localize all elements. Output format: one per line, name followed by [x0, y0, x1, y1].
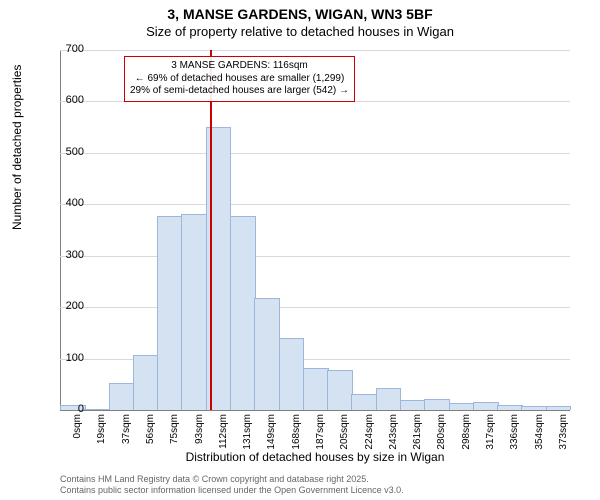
annotation-box: 3 MANSE GARDENS: 116sqm← 69% of detached…: [124, 56, 355, 102]
footer-line2: Contains public sector information licen…: [60, 485, 404, 496]
histogram-bar: [157, 216, 183, 410]
annotation-line: ← 69% of detached houses are smaller (1,…: [130, 73, 349, 86]
reference-line: [210, 50, 212, 410]
x-tick-label: 75sqm: [169, 414, 180, 454]
gridline: [60, 307, 570, 308]
histogram-bar: [303, 368, 329, 410]
chart-title-subtitle: Size of property relative to detached ho…: [0, 24, 600, 39]
y-tick-label: 400: [44, 197, 84, 209]
x-tick-label: 280sqm: [436, 414, 447, 454]
gridline: [60, 50, 570, 51]
y-tick-label: 700: [44, 43, 84, 55]
histogram-bar: [181, 214, 207, 410]
x-tick-label: 19sqm: [96, 414, 107, 454]
x-tick-label: 224sqm: [364, 414, 375, 454]
histogram-bar: [230, 216, 256, 410]
x-tick-label: 373sqm: [558, 414, 569, 454]
x-axis-line: [60, 410, 570, 411]
histogram-bar: [449, 403, 475, 410]
y-tick-label: 200: [44, 300, 84, 312]
x-tick-label: 243sqm: [388, 414, 399, 454]
gridline: [60, 204, 570, 205]
annotation-line: 29% of semi-detached houses are larger (…: [130, 85, 349, 98]
x-tick-label: 149sqm: [266, 414, 277, 454]
histogram-bar: [400, 400, 426, 410]
histogram-bar: [351, 394, 377, 410]
histogram-plot: 3 MANSE GARDENS: 116sqm← 69% of detached…: [60, 50, 570, 410]
histogram-bar: [497, 405, 523, 410]
x-tick-label: 205sqm: [339, 414, 350, 454]
histogram-bar: [109, 383, 135, 410]
y-tick-label: 100: [44, 352, 84, 364]
histogram-bar: [327, 370, 353, 410]
x-tick-label: 112sqm: [218, 414, 229, 454]
y-axis-label: Number of detached properties: [10, 65, 24, 230]
histogram-bar: [133, 355, 159, 410]
x-tick-label: 37sqm: [121, 414, 132, 454]
x-tick-label: 261sqm: [412, 414, 423, 454]
x-tick-label: 298sqm: [461, 414, 472, 454]
histogram-bar: [473, 402, 499, 410]
annotation-line: 3 MANSE GARDENS: 116sqm: [130, 60, 349, 73]
x-tick-label: 131sqm: [242, 414, 253, 454]
histogram-bar: [84, 409, 110, 410]
x-tick-label: 336sqm: [509, 414, 520, 454]
x-tick-label: 0sqm: [72, 414, 83, 454]
x-tick-label: 354sqm: [534, 414, 545, 454]
x-tick-label: 168sqm: [291, 414, 302, 454]
y-tick-label: 300: [44, 249, 84, 261]
chart-plot-area: 3 MANSE GARDENS: 116sqm← 69% of detached…: [60, 50, 570, 410]
histogram-bar: [376, 388, 402, 410]
footer-attribution: Contains HM Land Registry data © Crown c…: [60, 474, 404, 496]
y-tick-label: 600: [44, 94, 84, 106]
gridline: [60, 256, 570, 257]
histogram-bar: [279, 338, 305, 410]
footer-line1: Contains HM Land Registry data © Crown c…: [60, 474, 404, 485]
x-tick-label: 56sqm: [145, 414, 156, 454]
gridline: [60, 101, 570, 102]
histogram-bar: [424, 399, 450, 410]
histogram-bar: [521, 406, 547, 410]
histogram-bar: [546, 406, 572, 410]
y-tick-label: 500: [44, 146, 84, 158]
x-tick-label: 93sqm: [194, 414, 205, 454]
chart-title-block: 3, MANSE GARDENS, WIGAN, WN3 5BF Size of…: [0, 0, 600, 39]
chart-title-address: 3, MANSE GARDENS, WIGAN, WN3 5BF: [0, 6, 600, 22]
histogram-bar: [254, 298, 280, 410]
gridline: [60, 153, 570, 154]
x-tick-label: 317sqm: [485, 414, 496, 454]
x-tick-label: 187sqm: [315, 414, 326, 454]
